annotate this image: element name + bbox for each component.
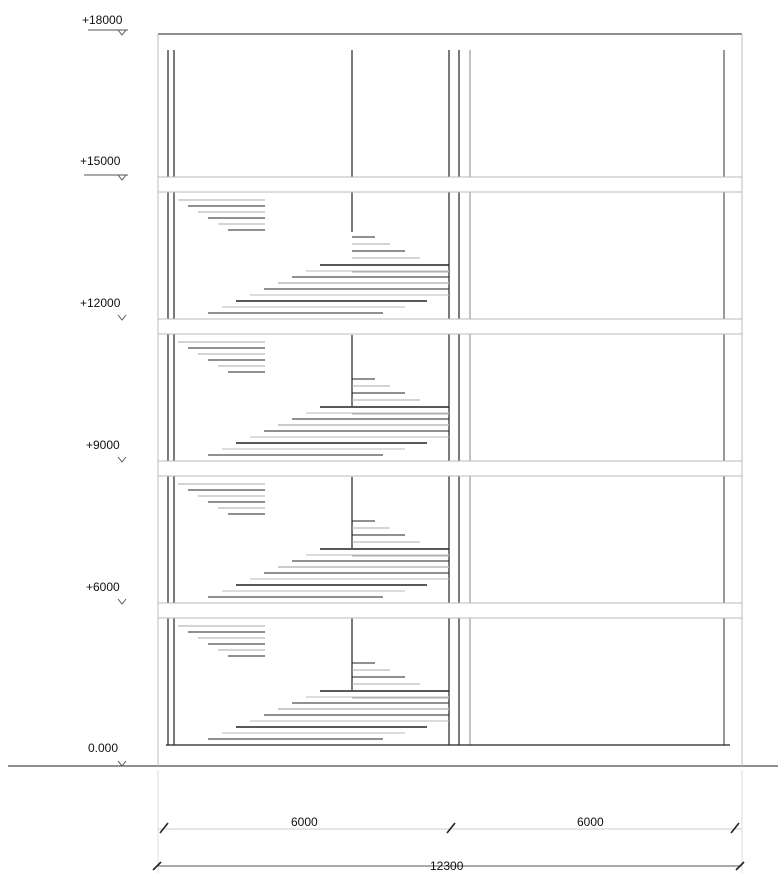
- level-label: +18000: [82, 13, 123, 27]
- dimension-tick: [159, 822, 169, 834]
- dimension-tick: [735, 861, 745, 871]
- level-marker-15000: +15000: [80, 154, 128, 181]
- stair-flight: [178, 483, 449, 598]
- dimension-bay-right: 6000: [577, 815, 604, 829]
- dimension-overall: 12300: [430, 859, 464, 873]
- level-label: +15000: [80, 154, 121, 168]
- dimension-bay-left: 6000: [291, 815, 318, 829]
- dimension-tick: [730, 822, 740, 834]
- stair-steps: [178, 199, 449, 740]
- level-marker-0: 0.000: [88, 741, 127, 767]
- level-label: +6000: [86, 580, 120, 594]
- level-label: +9000: [86, 438, 120, 452]
- dimension-lines: [152, 770, 745, 873]
- stair-flight: [178, 341, 449, 456]
- floor-slabs: [157, 176, 743, 619]
- dimension-tick: [446, 822, 456, 834]
- level-label: 0.000: [88, 741, 118, 755]
- level-marker-9000: +9000: [86, 438, 127, 463]
- stair-flight: [178, 199, 449, 314]
- dimension-tick: [152, 861, 162, 871]
- level-marker-12000: +12000: [80, 296, 127, 321]
- stair-flight: [178, 625, 449, 740]
- level-marker-6000: +6000: [86, 580, 127, 605]
- level-label: +12000: [80, 296, 121, 310]
- columns: [166, 50, 730, 746]
- level-marker-18000: +18000: [82, 13, 128, 36]
